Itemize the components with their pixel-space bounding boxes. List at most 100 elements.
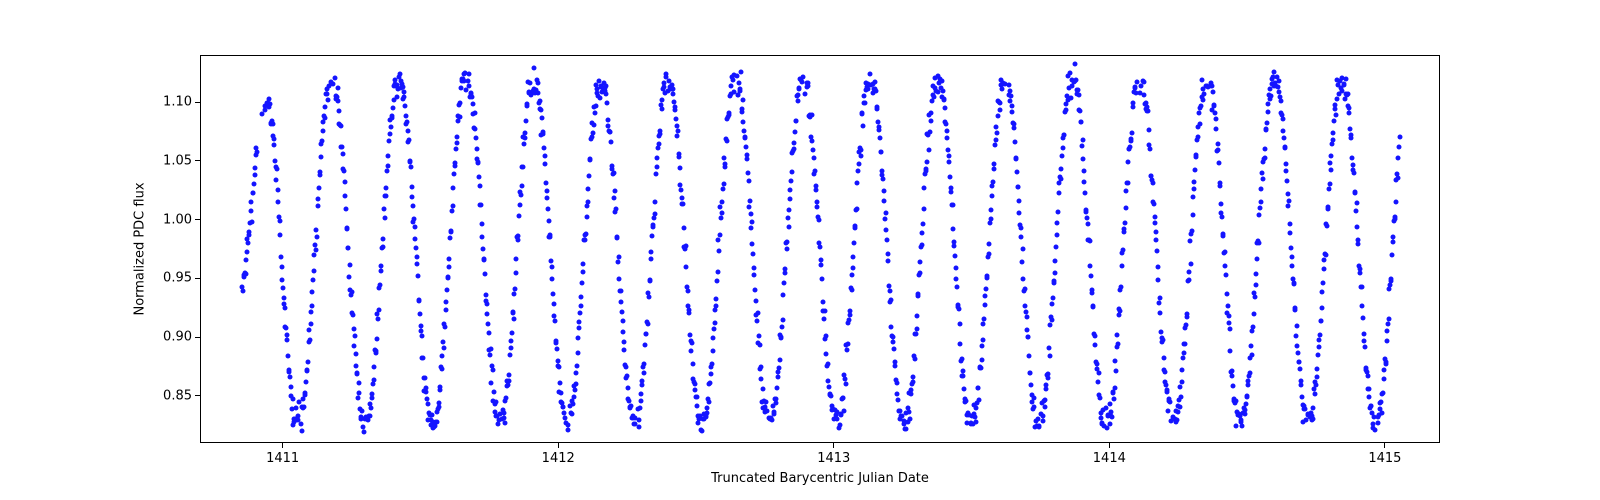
data-point — [785, 239, 790, 244]
data-point — [1104, 426, 1109, 431]
data-point — [1258, 200, 1263, 205]
data-point — [997, 108, 1002, 113]
data-point — [721, 182, 726, 187]
data-point — [796, 99, 801, 104]
data-point — [537, 99, 542, 104]
data-point — [1024, 314, 1029, 319]
data-point — [1209, 83, 1214, 88]
data-point — [508, 345, 513, 350]
data-point — [1096, 371, 1101, 376]
data-point — [584, 204, 589, 209]
data-point — [827, 385, 832, 390]
data-point — [590, 131, 595, 136]
data-point — [741, 120, 746, 125]
data-point — [994, 131, 999, 136]
data-point — [1265, 102, 1270, 107]
data-point — [1180, 367, 1185, 372]
data-point — [1059, 177, 1064, 182]
data-point — [1285, 179, 1290, 184]
data-point — [1098, 415, 1103, 420]
data-point — [664, 71, 669, 76]
x-axis-label: Truncated Barycentric Julian Date — [711, 471, 929, 486]
data-point — [558, 380, 563, 385]
data-point — [409, 184, 414, 189]
data-point — [1347, 111, 1352, 116]
data-point — [1165, 389, 1170, 394]
data-point — [852, 241, 857, 246]
data-point — [1276, 78, 1281, 83]
data-point — [1216, 147, 1221, 152]
data-point — [1029, 382, 1034, 387]
data-point — [1252, 295, 1257, 300]
data-point — [451, 186, 456, 191]
data-point — [1234, 423, 1239, 428]
data-point — [916, 294, 921, 299]
data-point — [947, 153, 952, 158]
data-point — [1068, 95, 1073, 100]
data-point — [1122, 227, 1127, 232]
data-point — [405, 120, 410, 125]
data-point — [760, 387, 765, 392]
data-point — [554, 341, 559, 346]
data-point — [1243, 402, 1248, 407]
data-point — [713, 308, 718, 313]
data-point — [924, 160, 929, 165]
data-point — [322, 116, 327, 121]
data-point — [1324, 224, 1329, 229]
data-point — [551, 292, 556, 297]
data-point — [405, 128, 410, 133]
data-point — [1250, 324, 1255, 329]
data-point — [1382, 367, 1387, 372]
data-point — [704, 410, 709, 415]
data-point — [693, 382, 698, 387]
data-point — [340, 152, 345, 157]
data-point — [1053, 258, 1058, 263]
data-point — [259, 112, 264, 117]
data-point — [714, 296, 719, 301]
data-point — [1317, 333, 1322, 338]
data-point — [451, 172, 456, 177]
data-point — [1314, 366, 1319, 371]
data-point — [382, 215, 387, 220]
data-point — [561, 405, 566, 410]
data-point — [979, 357, 984, 362]
data-point — [944, 121, 949, 126]
data-point — [1396, 155, 1401, 160]
data-point — [1054, 245, 1059, 250]
data-point — [819, 258, 824, 263]
data-point — [381, 237, 386, 242]
data-point — [507, 353, 512, 358]
data-point — [1000, 86, 1005, 91]
data-point — [1228, 349, 1233, 354]
data-point — [738, 87, 743, 92]
data-point — [911, 374, 916, 379]
data-point — [893, 363, 898, 368]
data-point — [249, 199, 254, 204]
data-point — [639, 391, 644, 396]
data-point — [895, 392, 900, 397]
data-point — [1355, 225, 1360, 230]
data-point — [681, 225, 686, 230]
data-point — [1215, 141, 1220, 146]
data-point — [437, 400, 442, 405]
data-point — [415, 262, 420, 267]
data-point — [353, 352, 358, 357]
data-point — [1023, 304, 1028, 309]
data-point — [729, 84, 734, 89]
data-point — [491, 389, 496, 394]
data-point — [755, 310, 760, 315]
data-point — [712, 321, 717, 326]
data-point — [789, 178, 794, 183]
data-point — [637, 418, 642, 423]
data-point — [1016, 184, 1021, 189]
data-point — [1279, 98, 1284, 103]
data-point — [1387, 287, 1392, 292]
data-point — [828, 394, 833, 399]
data-point — [1080, 138, 1085, 143]
data-point — [378, 282, 383, 287]
data-point — [346, 245, 351, 250]
data-point — [316, 185, 321, 190]
data-point — [894, 380, 899, 385]
data-point — [621, 339, 626, 344]
data-point — [774, 401, 779, 406]
